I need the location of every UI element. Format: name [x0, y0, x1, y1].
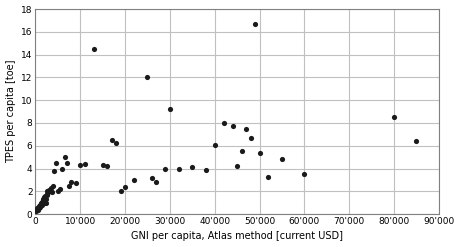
Point [58, 166, 66, 170]
Point [34, 206, 42, 210]
Point [103, 164, 111, 168]
Point [42, 201, 50, 205]
Point [108, 138, 115, 142]
Point [39, 197, 47, 201]
Point [237, 149, 245, 153]
Point [37, 205, 44, 209]
Point [76, 163, 84, 167]
Point [121, 185, 129, 189]
Point [219, 121, 227, 125]
Point [52, 161, 59, 165]
Point [117, 189, 124, 193]
Point [39, 200, 46, 204]
Point [242, 127, 249, 131]
Point [175, 166, 182, 170]
Point [42, 197, 49, 201]
Point [54, 189, 62, 193]
Point [130, 178, 137, 182]
Point [162, 166, 169, 170]
Point [36, 204, 43, 208]
Point [38, 201, 45, 205]
Point [61, 155, 68, 159]
Point [45, 188, 52, 192]
Point [56, 187, 64, 191]
Point [412, 139, 419, 143]
Point [50, 184, 57, 188]
Point [63, 161, 70, 165]
Point [112, 142, 119, 145]
Point [81, 162, 88, 166]
Point [40, 195, 48, 199]
Point [229, 124, 236, 128]
Y-axis label: TPES per capita [toe]: TPES per capita [toe] [6, 60, 16, 163]
X-axis label: GNI per capita, Atlas method [current USD]: GNI per capita, Atlas method [current US… [131, 231, 342, 242]
Point [39, 199, 46, 203]
Point [40, 201, 47, 205]
Point [38, 203, 45, 207]
Point [33, 207, 40, 211]
Point [50, 169, 58, 173]
Point [47, 186, 55, 190]
Point [202, 168, 209, 172]
Point [36, 203, 44, 207]
Point [300, 172, 308, 176]
Point [34, 207, 41, 211]
Point [39, 201, 46, 205]
Point [152, 180, 160, 184]
Point [72, 181, 79, 185]
Point [46, 189, 53, 193]
Point [35, 206, 43, 210]
Point [251, 22, 258, 26]
Point [49, 190, 56, 194]
Point [211, 143, 218, 147]
Point [33, 209, 40, 213]
Point [41, 194, 49, 198]
Point [44, 190, 51, 194]
Point [255, 151, 263, 155]
Point [67, 180, 75, 184]
Point [41, 196, 48, 200]
Point [233, 164, 240, 168]
Point [43, 189, 50, 193]
Point [148, 176, 155, 180]
Point [35, 205, 42, 209]
Point [264, 175, 272, 179]
Point [188, 165, 196, 169]
Point [166, 107, 173, 111]
Point [278, 157, 285, 161]
Point [144, 75, 151, 79]
Point [44, 193, 51, 197]
Point [90, 47, 97, 51]
Point [37, 202, 45, 206]
Point [43, 192, 50, 196]
Point [65, 184, 73, 188]
Point [246, 136, 254, 140]
Point [34, 206, 41, 210]
Point [390, 115, 397, 119]
Point [99, 163, 106, 167]
